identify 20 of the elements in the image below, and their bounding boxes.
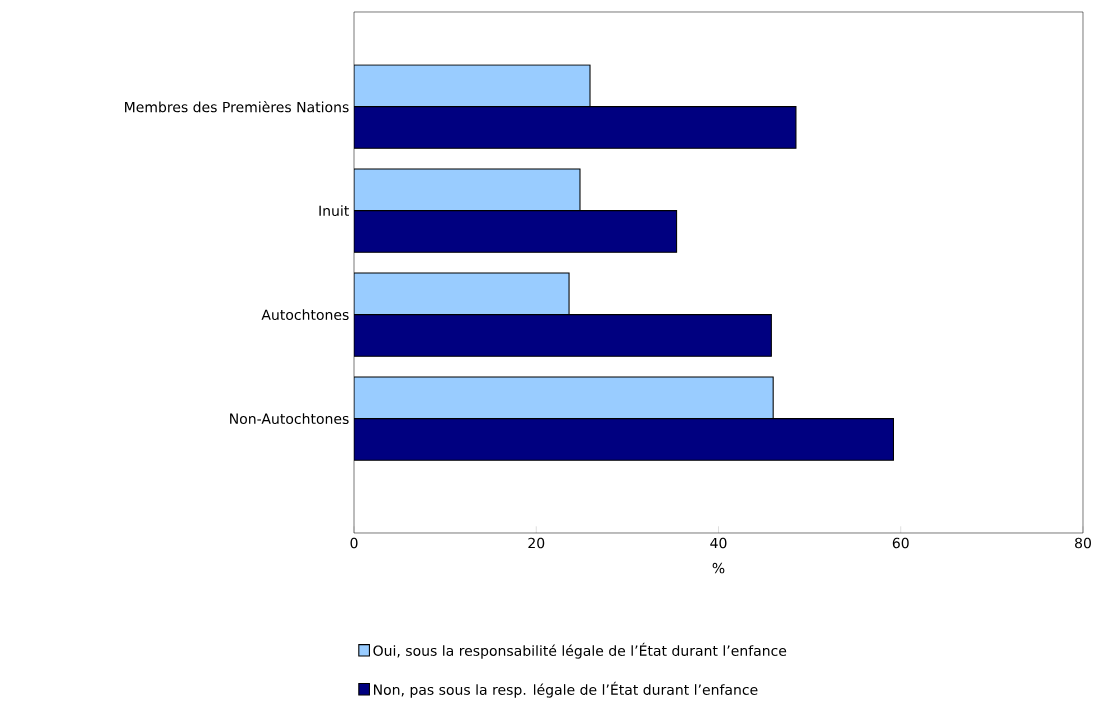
y-tick-label: Non-Autochtones: [230, 413, 349, 425]
bar: [354, 376, 774, 420]
bar: [354, 210, 678, 253]
y-tick-label: Inuit: [319, 205, 349, 217]
bar: [354, 168, 581, 212]
legend-label: Oui, sous la responsabilité légale de l’État durant l’enfance: [373, 642, 787, 659]
bar: [354, 418, 894, 461]
bar: [354, 64, 591, 108]
y-tick-label: Autochtones: [261, 309, 349, 321]
x-tick-label: 40: [710, 537, 727, 549]
x-tick-label: 80: [1075, 537, 1091, 549]
x-tick-label: 0: [350, 537, 358, 549]
x-axis-title: %: [712, 562, 725, 574]
x-tick-label: 60: [892, 537, 909, 549]
x-tick-label: 20: [528, 537, 545, 549]
legend-label: Non, pas sous la resp. légale de l’État durant l’enfance: [374, 681, 758, 698]
bar: [354, 314, 772, 357]
y-tick-label: Membres des Premières Nations: [125, 100, 349, 113]
bar: [354, 272, 570, 316]
bar: [354, 106, 797, 149]
